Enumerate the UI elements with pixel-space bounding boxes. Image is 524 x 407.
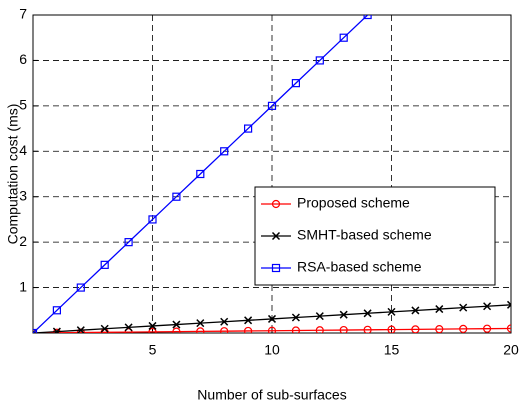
marker: [411, 306, 420, 315]
marker: [315, 326, 324, 333]
y-tick-label: 1: [19, 278, 27, 294]
marker: [52, 328, 61, 333]
series-line: [33, 15, 369, 333]
marker: [459, 303, 468, 312]
marker: [196, 327, 205, 333]
marker: [267, 101, 277, 110]
marker: [76, 283, 85, 292]
marker: [244, 124, 253, 133]
legend-label: SMHT-based scheme: [297, 227, 432, 243]
marker: [339, 33, 348, 42]
marker: [196, 319, 205, 328]
legend-marker: [271, 263, 281, 273]
marker: [339, 325, 348, 333]
marker: [148, 215, 157, 224]
marker: [291, 79, 300, 88]
marker: [339, 310, 348, 319]
marker: [244, 316, 253, 325]
legend-marker: [271, 231, 281, 241]
y-tick-label: 7: [19, 6, 27, 22]
marker: [76, 328, 85, 333]
marker: [267, 326, 277, 333]
y-tick-label: 3: [19, 187, 27, 203]
marker: [363, 15, 372, 20]
y-tick-label: 4: [19, 142, 27, 158]
marker: [483, 302, 492, 311]
marker: [76, 326, 85, 333]
marker: [100, 324, 109, 333]
x-axis-label: Number of sub-surfaces: [197, 387, 346, 403]
y-axis-label: Computation cost (ms): [5, 104, 21, 245]
marker: [411, 325, 420, 333]
legend-box: [254, 186, 496, 286]
x-tick-label: 15: [384, 342, 400, 358]
marker: [435, 305, 444, 314]
marker: [100, 260, 109, 269]
legend-marker: [271, 199, 281, 209]
marker: [315, 312, 324, 321]
marker: [124, 327, 133, 333]
marker: [387, 307, 396, 316]
marker: [220, 147, 229, 156]
series-line: [33, 327, 511, 333]
y-tick-label: 5: [19, 97, 27, 113]
plot-area: [33, 15, 511, 333]
marker: [483, 324, 492, 333]
marker: [52, 306, 62, 315]
marker: [244, 326, 253, 333]
marker: [387, 325, 396, 333]
marker: [148, 321, 157, 330]
marker: [220, 327, 229, 333]
marker: [267, 314, 277, 323]
marker: [172, 320, 181, 329]
marker: [363, 325, 372, 333]
marker: [148, 327, 157, 333]
y-tick-label: 2: [19, 233, 27, 249]
marker: [506, 300, 511, 309]
marker: [506, 324, 511, 333]
marker: [220, 317, 229, 326]
marker: [459, 324, 468, 333]
marker: [196, 169, 205, 179]
marker: [291, 326, 300, 333]
x-tick-label: 5: [149, 342, 157, 358]
x-tick-label: 10: [264, 342, 280, 358]
legend-label: RSA-based scheme: [297, 259, 422, 275]
plot-frame: [32, 14, 512, 334]
y-tick-label: 6: [19, 51, 27, 67]
marker: [124, 323, 133, 332]
marker: [172, 327, 181, 333]
marker: [363, 309, 372, 318]
marker: [124, 238, 133, 247]
marker: [291, 313, 300, 322]
marker: [435, 325, 444, 333]
marker: [52, 327, 61, 333]
legend-label: Proposed scheme: [297, 195, 410, 211]
x-tick-label: 20: [503, 342, 519, 358]
marker: [172, 192, 181, 201]
marker: [315, 56, 324, 65]
